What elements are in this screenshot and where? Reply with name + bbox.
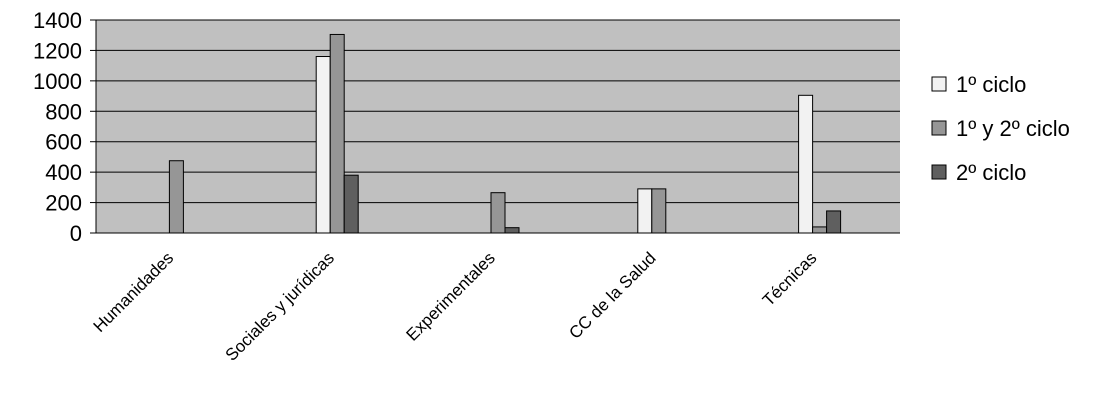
x-category-label: Técnicas <box>759 248 821 310</box>
y-tick-label: 400 <box>45 160 82 185</box>
bar-1-2 <box>315 56 331 234</box>
y-axis-ticks: 0 200 400 600 800 1000 1200 1400 <box>33 8 96 246</box>
bar-2-4 <box>651 188 667 234</box>
bar-2-5 <box>812 226 828 234</box>
legend-label: 2º ciclo <box>956 160 1026 185</box>
y-tick-label: 1400 <box>33 8 82 33</box>
bar-2-1 <box>168 160 184 234</box>
bar-1-4 <box>637 188 653 234</box>
y-tick-label: 800 <box>45 99 82 124</box>
bar-3-2 <box>343 174 359 234</box>
x-category-label: Sociales y jurídicas <box>222 248 338 364</box>
x-axis-categories: Humanidades Sociales y jurídicas Experimen… <box>90 248 821 364</box>
legend-swatch <box>931 164 947 180</box>
bar-3-3 <box>504 227 520 234</box>
y-tick-label: 1200 <box>33 38 82 63</box>
x-category-label: CC de la Salud <box>565 248 659 342</box>
legend: 1º ciclo 1º y 2º ciclo 2º ciclo <box>931 72 1070 185</box>
bar-2-3 <box>490 192 506 234</box>
y-tick-label: 600 <box>45 130 82 155</box>
legend-label: 1º ciclo <box>956 72 1026 97</box>
y-tick-label: 1000 <box>33 69 82 94</box>
legend-swatch <box>931 120 947 136</box>
y-tick-label: 200 <box>45 191 82 216</box>
x-category-label: Humanidades <box>90 248 178 336</box>
x-category-label: Experimentales <box>403 248 499 344</box>
bars <box>168 33 842 234</box>
y-tick-label: 0 <box>70 221 82 246</box>
bar-3-5 <box>826 210 842 234</box>
bar-1-5 <box>798 94 814 234</box>
axes <box>95 20 900 234</box>
legend-label: 1º y 2º ciclo <box>956 116 1070 141</box>
legend-swatch <box>931 76 947 92</box>
bar-2-2 <box>329 33 345 234</box>
